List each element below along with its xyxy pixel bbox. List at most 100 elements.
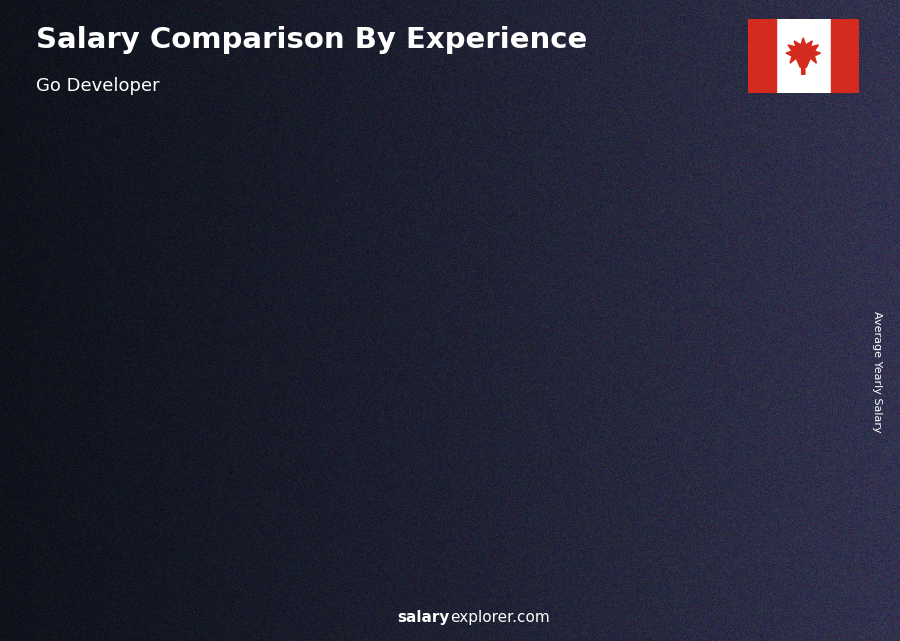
- Polygon shape: [78, 437, 157, 446]
- Polygon shape: [482, 302, 486, 577]
- Bar: [748, 19, 776, 93]
- Polygon shape: [496, 302, 500, 577]
- Polygon shape: [225, 402, 229, 577]
- Polygon shape: [144, 437, 157, 577]
- Polygon shape: [199, 402, 202, 577]
- Polygon shape: [717, 260, 720, 577]
- Polygon shape: [252, 402, 255, 577]
- Polygon shape: [480, 302, 482, 577]
- Polygon shape: [221, 402, 225, 577]
- Polygon shape: [78, 567, 157, 577]
- Polygon shape: [449, 302, 453, 577]
- Polygon shape: [446, 302, 449, 577]
- Polygon shape: [205, 402, 209, 577]
- Polygon shape: [500, 302, 502, 577]
- Polygon shape: [587, 275, 590, 577]
- Polygon shape: [456, 302, 459, 577]
- Polygon shape: [710, 260, 714, 577]
- Text: +5%: +5%: [616, 206, 666, 224]
- Polygon shape: [613, 275, 617, 577]
- Polygon shape: [684, 260, 687, 577]
- Polygon shape: [590, 275, 593, 577]
- Polygon shape: [599, 275, 603, 577]
- Polygon shape: [472, 302, 476, 577]
- Polygon shape: [593, 275, 597, 577]
- Polygon shape: [262, 402, 265, 577]
- Polygon shape: [81, 446, 85, 577]
- Polygon shape: [235, 402, 238, 577]
- Polygon shape: [356, 349, 359, 577]
- Polygon shape: [560, 265, 638, 275]
- Polygon shape: [346, 349, 349, 577]
- Polygon shape: [92, 446, 94, 577]
- Bar: [831, 19, 859, 93]
- Polygon shape: [609, 275, 613, 577]
- Polygon shape: [332, 349, 336, 577]
- Polygon shape: [352, 349, 356, 577]
- Polygon shape: [114, 446, 118, 577]
- Polygon shape: [131, 446, 134, 577]
- Polygon shape: [349, 349, 352, 577]
- Polygon shape: [229, 402, 231, 577]
- Polygon shape: [94, 446, 98, 577]
- Polygon shape: [321, 573, 398, 577]
- Polygon shape: [199, 567, 277, 577]
- Polygon shape: [336, 349, 339, 577]
- Polygon shape: [108, 446, 112, 577]
- Polygon shape: [597, 275, 599, 577]
- Polygon shape: [88, 446, 92, 577]
- Polygon shape: [118, 446, 122, 577]
- Polygon shape: [687, 260, 690, 577]
- Polygon shape: [439, 302, 443, 577]
- Polygon shape: [342, 349, 346, 577]
- Polygon shape: [743, 260, 747, 577]
- Text: +34%: +34%: [128, 347, 191, 366]
- Polygon shape: [560, 567, 638, 577]
- Polygon shape: [128, 446, 131, 577]
- Polygon shape: [199, 392, 277, 402]
- Polygon shape: [202, 402, 205, 577]
- Polygon shape: [603, 275, 607, 577]
- Polygon shape: [562, 573, 638, 577]
- Text: 205,000 CAD: 205,000 CAD: [548, 249, 626, 262]
- Polygon shape: [385, 339, 398, 577]
- Polygon shape: [727, 260, 730, 577]
- Polygon shape: [620, 275, 623, 577]
- Polygon shape: [623, 275, 626, 577]
- Polygon shape: [563, 275, 567, 577]
- Polygon shape: [730, 260, 734, 577]
- Text: Average Yearly Salary: Average Yearly Salary: [872, 311, 883, 433]
- Polygon shape: [492, 302, 496, 577]
- Text: 187,000 CAD: 187,000 CAD: [428, 276, 506, 288]
- Polygon shape: [439, 292, 518, 302]
- Polygon shape: [567, 275, 570, 577]
- Text: explorer.com: explorer.com: [450, 610, 550, 625]
- Polygon shape: [694, 260, 698, 577]
- Polygon shape: [245, 402, 248, 577]
- Polygon shape: [704, 260, 707, 577]
- Polygon shape: [124, 446, 128, 577]
- Polygon shape: [339, 349, 342, 577]
- Polygon shape: [104, 446, 108, 577]
- Polygon shape: [573, 275, 577, 577]
- Polygon shape: [382, 349, 385, 577]
- Polygon shape: [470, 302, 472, 577]
- Polygon shape: [607, 275, 609, 577]
- Polygon shape: [85, 446, 88, 577]
- Polygon shape: [616, 275, 620, 577]
- Polygon shape: [506, 292, 518, 577]
- Text: +9%: +9%: [496, 221, 545, 239]
- Polygon shape: [734, 260, 737, 577]
- Text: Salary Comparison By Experience: Salary Comparison By Experience: [36, 26, 587, 54]
- Polygon shape: [78, 446, 81, 577]
- Polygon shape: [502, 302, 506, 577]
- Polygon shape: [141, 446, 144, 577]
- Polygon shape: [443, 302, 446, 577]
- Polygon shape: [747, 251, 759, 577]
- Polygon shape: [209, 402, 212, 577]
- Polygon shape: [215, 402, 219, 577]
- Polygon shape: [486, 302, 490, 577]
- Polygon shape: [359, 349, 362, 577]
- Polygon shape: [134, 446, 138, 577]
- Polygon shape: [463, 302, 466, 577]
